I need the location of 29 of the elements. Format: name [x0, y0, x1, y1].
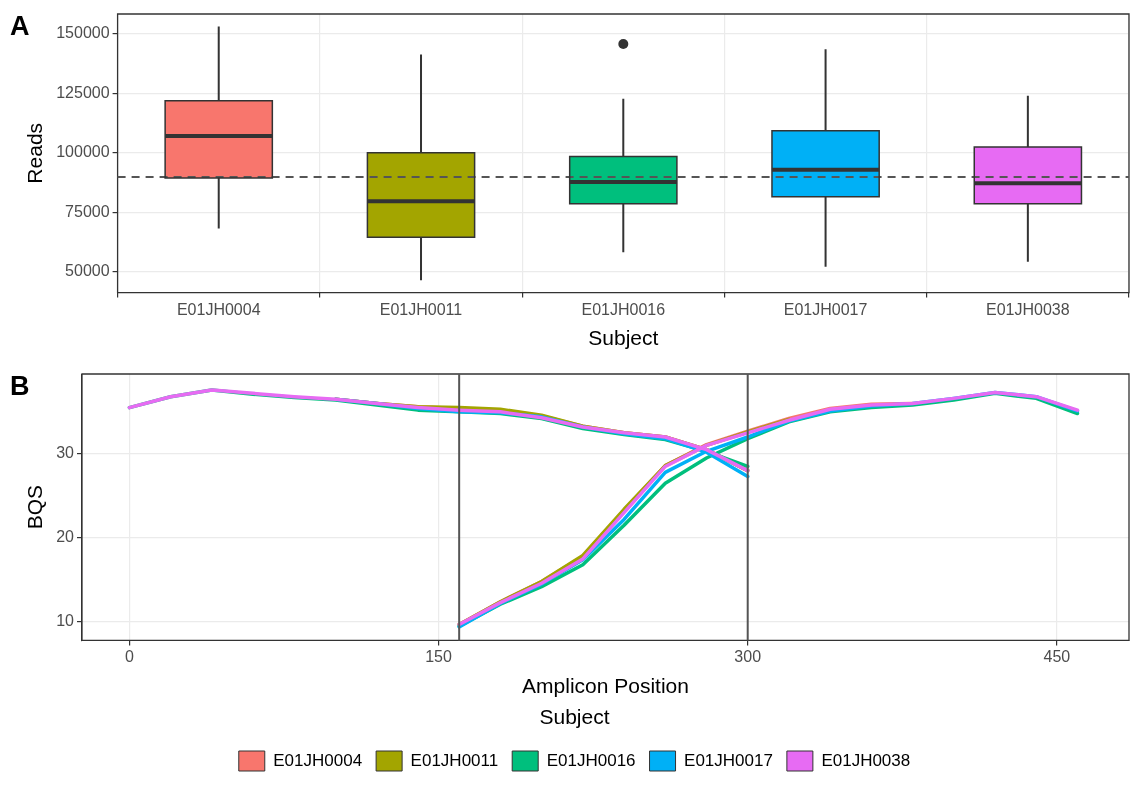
chart-title: A — [10, 10, 30, 41]
y-axis-title: Reads — [23, 122, 47, 184]
legend-label: E01JH0004 — [273, 750, 363, 770]
y-tick-label: 30 — [56, 444, 75, 462]
legend-label: E01JH0038 — [821, 750, 911, 770]
legend-label: E01JH0011 — [410, 750, 499, 770]
y-tick-label: 20 — [56, 528, 75, 546]
x-tick-label: 150 — [425, 648, 452, 666]
y-tick-label: 75000 — [65, 202, 110, 220]
x-tick-label: 0 — [124, 648, 134, 666]
y-tick-label: 150000 — [56, 24, 110, 42]
x-axis-title: Amplicon Position — [522, 674, 689, 697]
x-tick-label: E01JH0004 — [176, 300, 261, 318]
legend-label: E01JH0017 — [684, 750, 773, 770]
x-tick-label: E01JH0038 — [986, 300, 1070, 318]
chart-title: B — [10, 370, 30, 401]
x-tick-label: E01JH0017 — [783, 300, 868, 318]
x-axis-title: Subject — [588, 326, 659, 350]
x-tick-label: E01JH0011 — [379, 300, 463, 318]
y-axis-title: BQS — [23, 485, 47, 530]
legend-label: E01JH0016 — [546, 750, 636, 770]
y-tick-label: 50000 — [65, 262, 110, 280]
x-tick-label: E01JH0016 — [581, 300, 666, 318]
legend-title: Subject — [539, 705, 610, 729]
y-tick-label: 125000 — [56, 83, 110, 101]
y-tick-label: 100000 — [56, 143, 110, 161]
x-tick-label: 450 — [1043, 648, 1071, 666]
x-tick-label: 300 — [734, 648, 762, 666]
y-tick-label: 10 — [56, 612, 75, 630]
